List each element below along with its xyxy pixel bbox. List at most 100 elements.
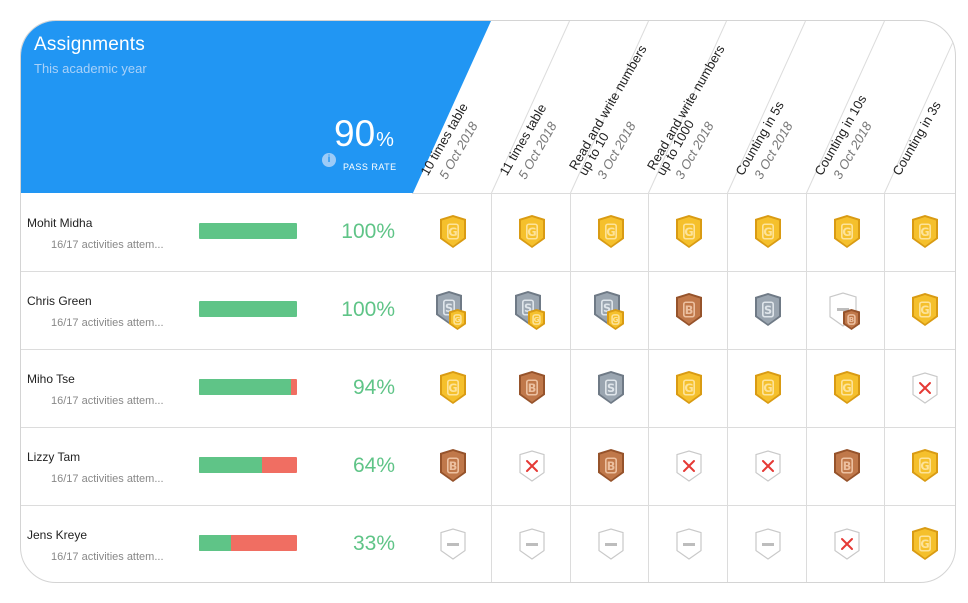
badge-cell[interactable]: B xyxy=(827,447,867,485)
badge-cell[interactable]: G xyxy=(905,291,945,329)
gold-badge-icon: G xyxy=(755,215,781,248)
gold-badge-icon: G xyxy=(676,371,702,404)
table-row[interactable]: Lizzy Tam 16/17 activities attem... 64% B B B… xyxy=(21,427,955,505)
not-attempted-badge-icon xyxy=(755,528,781,560)
svg-text:G: G xyxy=(920,460,929,473)
gold-badge-icon: G xyxy=(755,371,781,404)
badge-cell[interactable]: G xyxy=(591,213,631,251)
page-title: Assignments xyxy=(34,34,145,55)
dash-badge-with-bronze-icon: B xyxy=(829,292,860,330)
progress-bar xyxy=(199,379,297,395)
badge-cell[interactable]: G xyxy=(669,213,709,251)
badge-cell[interactable]: G xyxy=(433,369,473,407)
badge-cell[interactable] xyxy=(669,447,709,485)
table-row[interactable]: Mohit Midha 16/17 activities attem... 100%… xyxy=(21,193,955,271)
badge-cell[interactable]: G xyxy=(748,369,788,407)
badge-cell[interactable]: G xyxy=(905,213,945,251)
badge-cell[interactable]: G xyxy=(827,213,867,251)
failed-badge xyxy=(519,450,545,482)
svg-text:G: G xyxy=(684,226,693,239)
gold-badge-icon: G xyxy=(676,215,702,248)
svg-text:G: G xyxy=(842,226,851,239)
table-row[interactable]: Miho Tse 16/17 activities attem... 94% G B S G… xyxy=(21,349,955,427)
table-row[interactable]: Chris Green 16/17 activities attem... 100%… xyxy=(21,271,955,349)
svg-text:B: B xyxy=(685,304,694,317)
activities-attempted: 16/17 activities attem... xyxy=(51,395,164,407)
badge-cell[interactable]: B xyxy=(669,291,709,329)
table-row[interactable]: Jens Kreye 16/17 activities attem... 33% G xyxy=(21,505,955,582)
bronze-badge: B xyxy=(519,371,545,404)
gold-mini-badge: G xyxy=(449,309,466,330)
student-name: Mohit Midha xyxy=(27,216,93,230)
score-percent: 33% xyxy=(352,532,395,555)
gold-badge-icon: G xyxy=(912,293,938,326)
svg-text:S: S xyxy=(524,302,532,315)
svg-text:B: B xyxy=(849,315,854,324)
svg-text:G: G xyxy=(920,226,929,239)
badge-cell[interactable]: G xyxy=(905,447,945,485)
badge-cell[interactable]: G xyxy=(905,525,945,563)
gold-badge: G xyxy=(598,215,624,248)
not-attempted-badge xyxy=(676,528,702,560)
gold-badge: G xyxy=(755,371,781,404)
progress-fill xyxy=(199,457,262,473)
badge-cell[interactable] xyxy=(748,447,788,485)
pass-rate-unit: % xyxy=(376,129,394,151)
badge-cell[interactable]: G xyxy=(669,369,709,407)
silver-badge-icon: S xyxy=(598,371,624,404)
gold-badge: G xyxy=(519,215,545,248)
badge-cell[interactable] xyxy=(433,525,473,563)
badge-cell[interactable]: G xyxy=(827,369,867,407)
badge-cell[interactable]: B xyxy=(512,369,552,407)
bronze-badge: B xyxy=(834,449,860,482)
gold-badge-icon: G xyxy=(912,527,938,560)
failed-badge xyxy=(755,450,781,482)
badge-cell[interactable]: G xyxy=(512,213,552,251)
silver-badge: S xyxy=(598,371,624,404)
badge-cell[interactable] xyxy=(512,447,552,485)
badge-cell[interactable] xyxy=(905,369,945,407)
badge-cell[interactable]: G xyxy=(748,213,788,251)
failed-badge-icon xyxy=(834,528,860,560)
badge-cell[interactable] xyxy=(591,525,631,563)
badge-cell[interactable] xyxy=(669,525,709,563)
activities-attempted: 16/17 activities attem... xyxy=(51,473,164,485)
badge-cell[interactable] xyxy=(748,525,788,563)
gold-badge: G xyxy=(676,371,702,404)
badge-cell[interactable]: S xyxy=(748,291,788,329)
svg-text:B: B xyxy=(607,460,616,473)
bronze-badge: B xyxy=(598,449,624,482)
badge-cell[interactable]: B xyxy=(827,291,867,330)
gold-badge: G xyxy=(834,215,860,248)
badge-cell[interactable]: B xyxy=(433,447,473,485)
score-percent: 94% xyxy=(352,376,395,399)
info-icon[interactable]: i xyxy=(322,153,336,167)
silver-badge-with-gold-icon: SG xyxy=(436,291,466,330)
gold-badge-icon: G xyxy=(598,215,624,248)
pass-rate-label: PASS RATE xyxy=(343,162,397,172)
badge-cell[interactable]: S xyxy=(591,369,631,407)
badge-cell[interactable] xyxy=(827,525,867,563)
progress-bar xyxy=(199,301,297,317)
svg-text:G: G xyxy=(613,315,619,324)
score-percent: 100% xyxy=(341,220,395,243)
bronze-badge-icon: B xyxy=(834,449,860,482)
gold-badge: G xyxy=(912,293,938,326)
badge-cell[interactable]: G xyxy=(433,213,473,251)
progress-fill xyxy=(199,535,232,551)
failed-badge xyxy=(912,372,938,404)
progress-bar xyxy=(199,457,297,473)
not-attempted-badge xyxy=(598,528,624,560)
gold-badge: G xyxy=(912,449,938,482)
badge-cell[interactable]: B xyxy=(591,447,631,485)
svg-text:S: S xyxy=(764,304,772,317)
not-attempted-badge xyxy=(755,528,781,560)
bronze-mini-badge: B xyxy=(843,309,860,330)
progress-bar xyxy=(199,535,297,551)
not-attempted-badge xyxy=(440,528,466,560)
not-attempted-badge-icon xyxy=(676,528,702,560)
badge-cell[interactable] xyxy=(512,525,552,563)
